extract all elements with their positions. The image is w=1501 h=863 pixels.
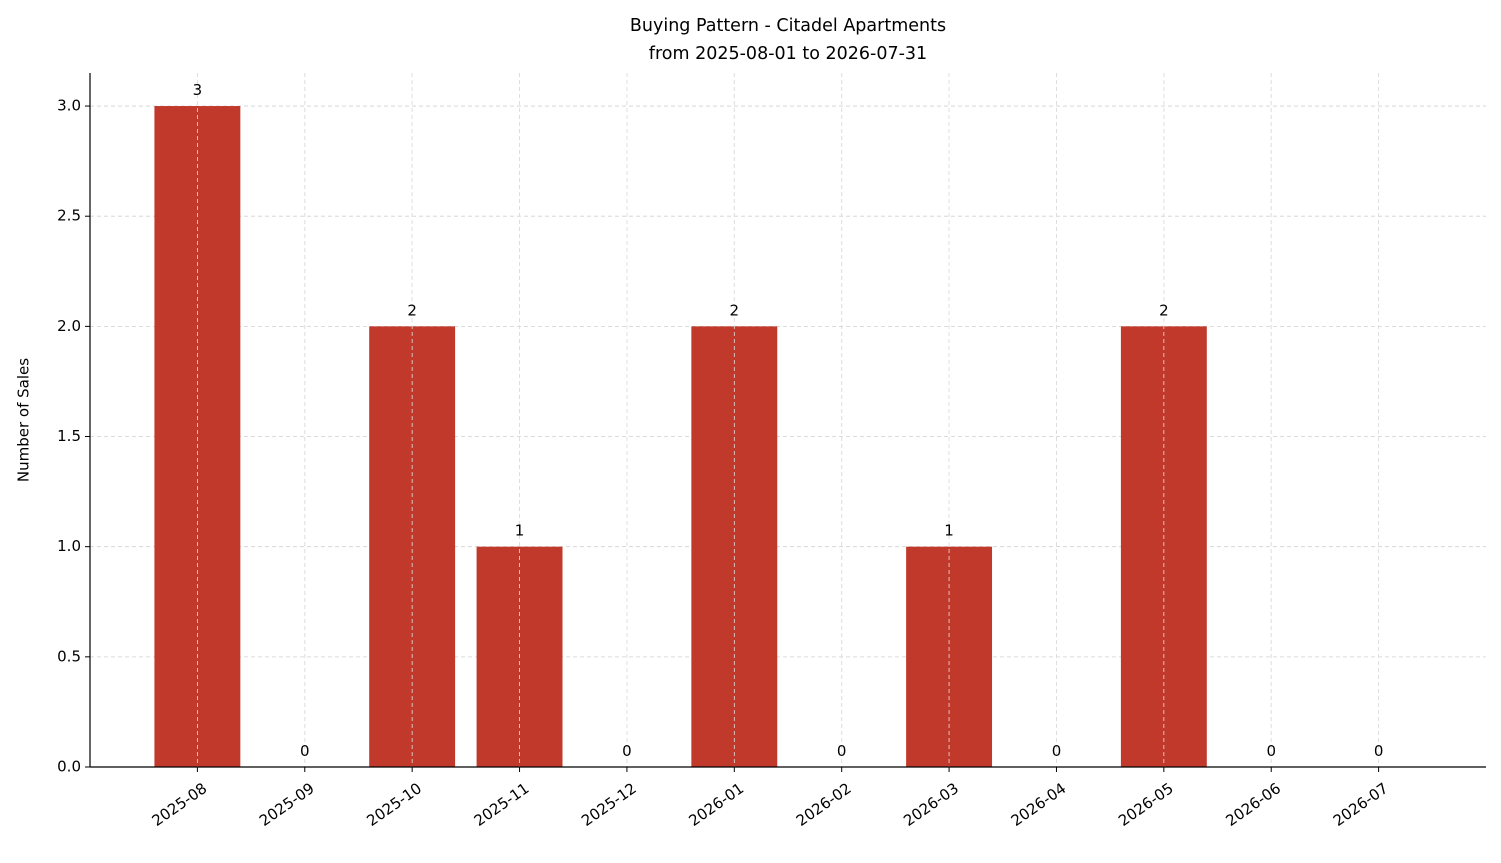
x-tick-label: 2025-10	[363, 779, 425, 830]
bar	[369, 326, 456, 767]
value-label: 0	[1266, 742, 1276, 760]
x-tick-label: 2025-08	[149, 779, 211, 830]
x-tick-label: 2025-09	[256, 779, 318, 830]
y-tick-label: 2.5	[57, 207, 81, 225]
bar	[691, 326, 778, 767]
x-tick-label: 2026-03	[900, 779, 962, 830]
x-tick-label: 2026-01	[686, 779, 748, 830]
value-label: 2	[1159, 301, 1169, 319]
y-tick-label: 1.0	[57, 537, 81, 555]
y-tick-label: 2.0	[57, 317, 81, 335]
x-tick-label: 2026-02	[793, 779, 855, 830]
value-label: 0	[300, 742, 310, 760]
value-label: 2	[730, 301, 740, 319]
x-tick-label: 2025-12	[578, 779, 640, 830]
chart-title: Buying Pattern - Citadel Apartments	[630, 16, 946, 36]
x-tick-label: 2025-11	[471, 779, 533, 830]
value-label: 2	[407, 301, 417, 319]
y-tick-label: 3.0	[57, 97, 81, 115]
value-label: 0	[1052, 742, 1062, 760]
value-label: 0	[622, 742, 632, 760]
value-label: 1	[944, 522, 954, 540]
y-axis-label: Number of Sales	[15, 358, 33, 482]
x-tick-label: 2026-06	[1222, 779, 1284, 830]
value-label: 0	[1374, 742, 1384, 760]
value-label: 1	[515, 522, 525, 540]
chart-subtitle: from 2025-08-01 to 2026-07-31	[649, 44, 927, 64]
value-label: 3	[193, 81, 203, 99]
y-tick-label: 1.5	[57, 427, 81, 445]
bar	[154, 106, 241, 768]
x-tick-label: 2026-05	[1115, 779, 1177, 830]
y-tick-label: 0.5	[57, 647, 81, 665]
x-tick-label: 2026-07	[1330, 779, 1392, 830]
y-tick-label: 0.0	[57, 758, 81, 776]
x-tick-label: 2026-04	[1008, 779, 1070, 830]
bar	[1120, 326, 1207, 767]
value-label: 0	[837, 742, 847, 760]
